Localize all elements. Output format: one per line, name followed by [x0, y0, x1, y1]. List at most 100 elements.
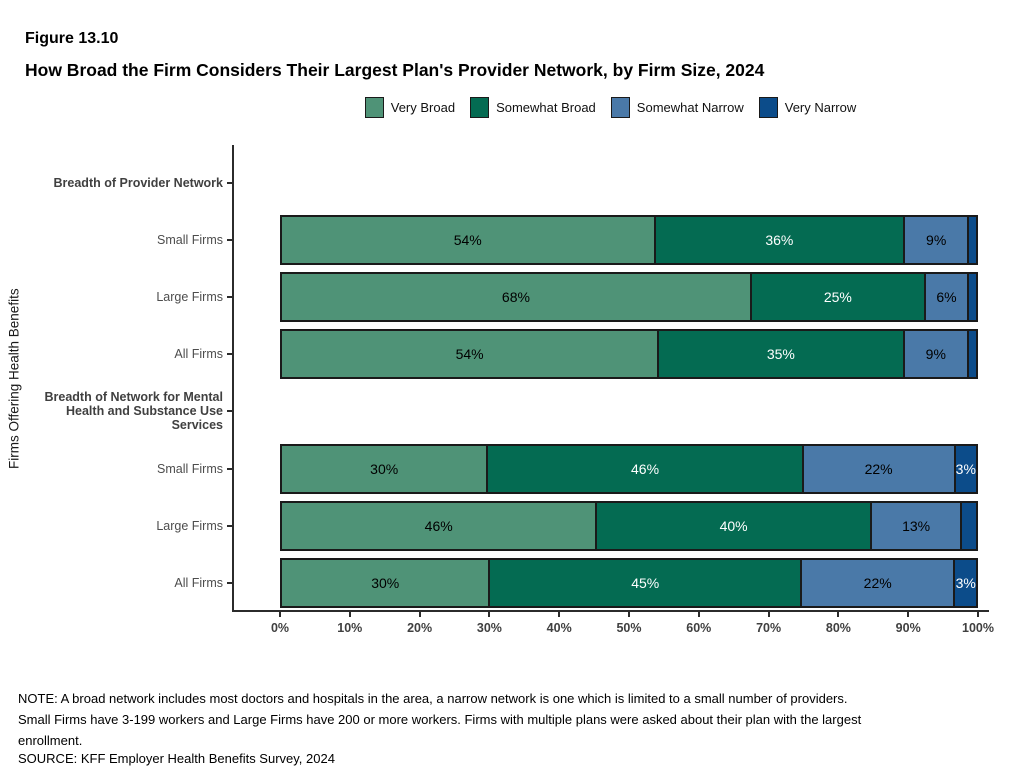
stacked-bar: 68% 25% 6% [280, 271, 978, 322]
bar-segment: 9% [902, 331, 968, 378]
stacked-bar: 54% 36% 9% [280, 214, 978, 265]
legend-swatch-icon [470, 97, 490, 118]
source-text: SOURCE: KFF Employer Health Benefits Sur… [18, 751, 335, 766]
plot-panel [232, 145, 989, 612]
bar-segment [960, 502, 976, 549]
row-plot-area: 30% 45% 22% 3% [232, 557, 1024, 608]
note-line: Small Firms have 3-199 workers and Large… [18, 712, 862, 727]
note-line: enrollment. [18, 733, 83, 748]
x-tick-label: 0% [270, 621, 290, 635]
bar-rows: Breadth of Provider Network Small Firms 54… [0, 154, 1024, 612]
bar-segment: 45% [488, 559, 800, 606]
bar-segment [967, 331, 976, 378]
bar-segment: 46% [282, 502, 596, 549]
x-tick-label: 40% [546, 621, 572, 635]
stacked-bar: 54% 35% 9% [280, 329, 978, 380]
bar-row: All Firms 30% 45% 22% 3% [0, 554, 1024, 611]
note-line: NOTE: A broad network includes most doct… [18, 691, 848, 706]
legend-label: Somewhat Broad [496, 100, 596, 115]
x-tick-mark [558, 612, 561, 617]
category-label: Large Firms [0, 519, 232, 533]
bar-segment: 54% [282, 331, 658, 378]
y-tick-mark [227, 581, 232, 584]
x-tick-mark [628, 612, 630, 617]
stacked-bar: 30% 45% 22% 3% [280, 557, 978, 608]
legend-item: Very Narrow [758, 97, 857, 118]
bar-row: Small Firms 54% 36% 9% [0, 211, 1024, 268]
x-tick-label: 10% [337, 621, 363, 635]
bar-segment: 22% [801, 445, 954, 492]
bar-segment: 40% [595, 502, 870, 549]
row-plot-area: 54% 35% 9% [232, 329, 1024, 380]
bar-segment: 30% [282, 445, 487, 492]
category-label: All Firms [0, 576, 232, 590]
row-plot-area: 68% 25% 6% [232, 271, 1024, 322]
x-tick-mark [767, 612, 770, 617]
y-tick-mark [227, 238, 232, 241]
legend-swatch-icon [610, 97, 630, 118]
group-header-label: Breadth of Network for Mental Health and … [0, 390, 232, 432]
x-tick-label: 20% [407, 621, 433, 635]
category-label: Large Firms [0, 290, 232, 304]
bar-row: Small Firms 30% 46% 22% 3% [0, 440, 1024, 497]
legend-label: Very Broad [390, 100, 456, 115]
x-tick-mark [488, 612, 491, 617]
bar-segment: 22% [800, 559, 954, 606]
group-header-label: Breadth of Provider Network [0, 176, 232, 190]
row-plot-area: 54% 36% 9% [232, 214, 1024, 265]
x-tick-label: 30% [476, 621, 502, 635]
bar-segment: 68% [282, 273, 750, 320]
legend: Very Broad Somewhat Broad Somewhat Narrow V… [232, 97, 989, 118]
y-tick-mark [227, 524, 232, 527]
category-label: Small Firms [0, 462, 232, 476]
x-tick-label: 60% [686, 621, 712, 635]
row-plot-area: 46% 40% 13% [232, 500, 1024, 551]
bar-segment [967, 273, 976, 320]
bar-row: All Firms 54% 35% 9% [0, 326, 1024, 383]
figure-number: Figure 13.10 [25, 30, 119, 47]
note-text: NOTE: A broad network includes most doct… [18, 688, 1018, 751]
bar-segment: 6% [923, 273, 968, 320]
bar-segment: 35% [657, 331, 903, 378]
category-label: Small Firms [0, 233, 232, 247]
legend-item: Very Broad [364, 97, 456, 118]
y-tick-mark [227, 181, 232, 184]
x-tick-mark [279, 612, 281, 617]
legend-swatch-icon [758, 97, 778, 118]
x-tick-mark [907, 612, 910, 617]
y-tick-mark [227, 353, 232, 356]
legend-item: Somewhat Broad [470, 97, 596, 118]
row-plot-area: 30% 46% 22% 3% [232, 443, 1024, 494]
group-header-row: Breadth of Provider Network [0, 154, 1024, 211]
bar-segment [967, 216, 976, 263]
x-tick-mark [697, 612, 700, 617]
bar-segment: 36% [653, 216, 904, 263]
legend-item: Somewhat Narrow [610, 97, 744, 118]
x-tick-mark [348, 612, 351, 617]
legend-label: Very Narrow [784, 100, 857, 115]
stacked-bar: 30% 46% 22% 3% [280, 443, 978, 494]
legend-swatch-icon [364, 97, 384, 118]
x-axis: 0% 10% 20% 30% 40% 50% 60% 70% 80% 90% 100% [232, 612, 1024, 652]
x-tick-label: 70% [756, 621, 782, 635]
bar-row: Large Firms 46% 40% 13% [0, 497, 1024, 554]
bar-segment: 3% [953, 559, 976, 606]
x-tick-label: 80% [825, 621, 851, 635]
x-tick-label: 90% [895, 621, 921, 635]
group-header-row: Breadth of Network for Mental Health and … [0, 383, 1024, 440]
x-tick-mark [837, 612, 840, 617]
bar-row: Large Firms 68% 25% 6% [0, 268, 1024, 325]
y-tick-mark [227, 467, 232, 470]
bar-segment: 3% [953, 445, 976, 492]
bar-segment: 9% [903, 216, 968, 263]
stacked-bar: 46% 40% 13% [280, 500, 978, 551]
bar-segment: 46% [486, 445, 802, 492]
legend-label: Somewhat Narrow [636, 100, 744, 115]
x-tick-mark [418, 612, 421, 617]
x-tick-label: 100% [962, 621, 994, 635]
y-tick-mark [227, 295, 232, 298]
x-tick-mark [977, 612, 979, 617]
bar-segment: 30% [282, 559, 489, 606]
bar-segment: 13% [869, 502, 961, 549]
